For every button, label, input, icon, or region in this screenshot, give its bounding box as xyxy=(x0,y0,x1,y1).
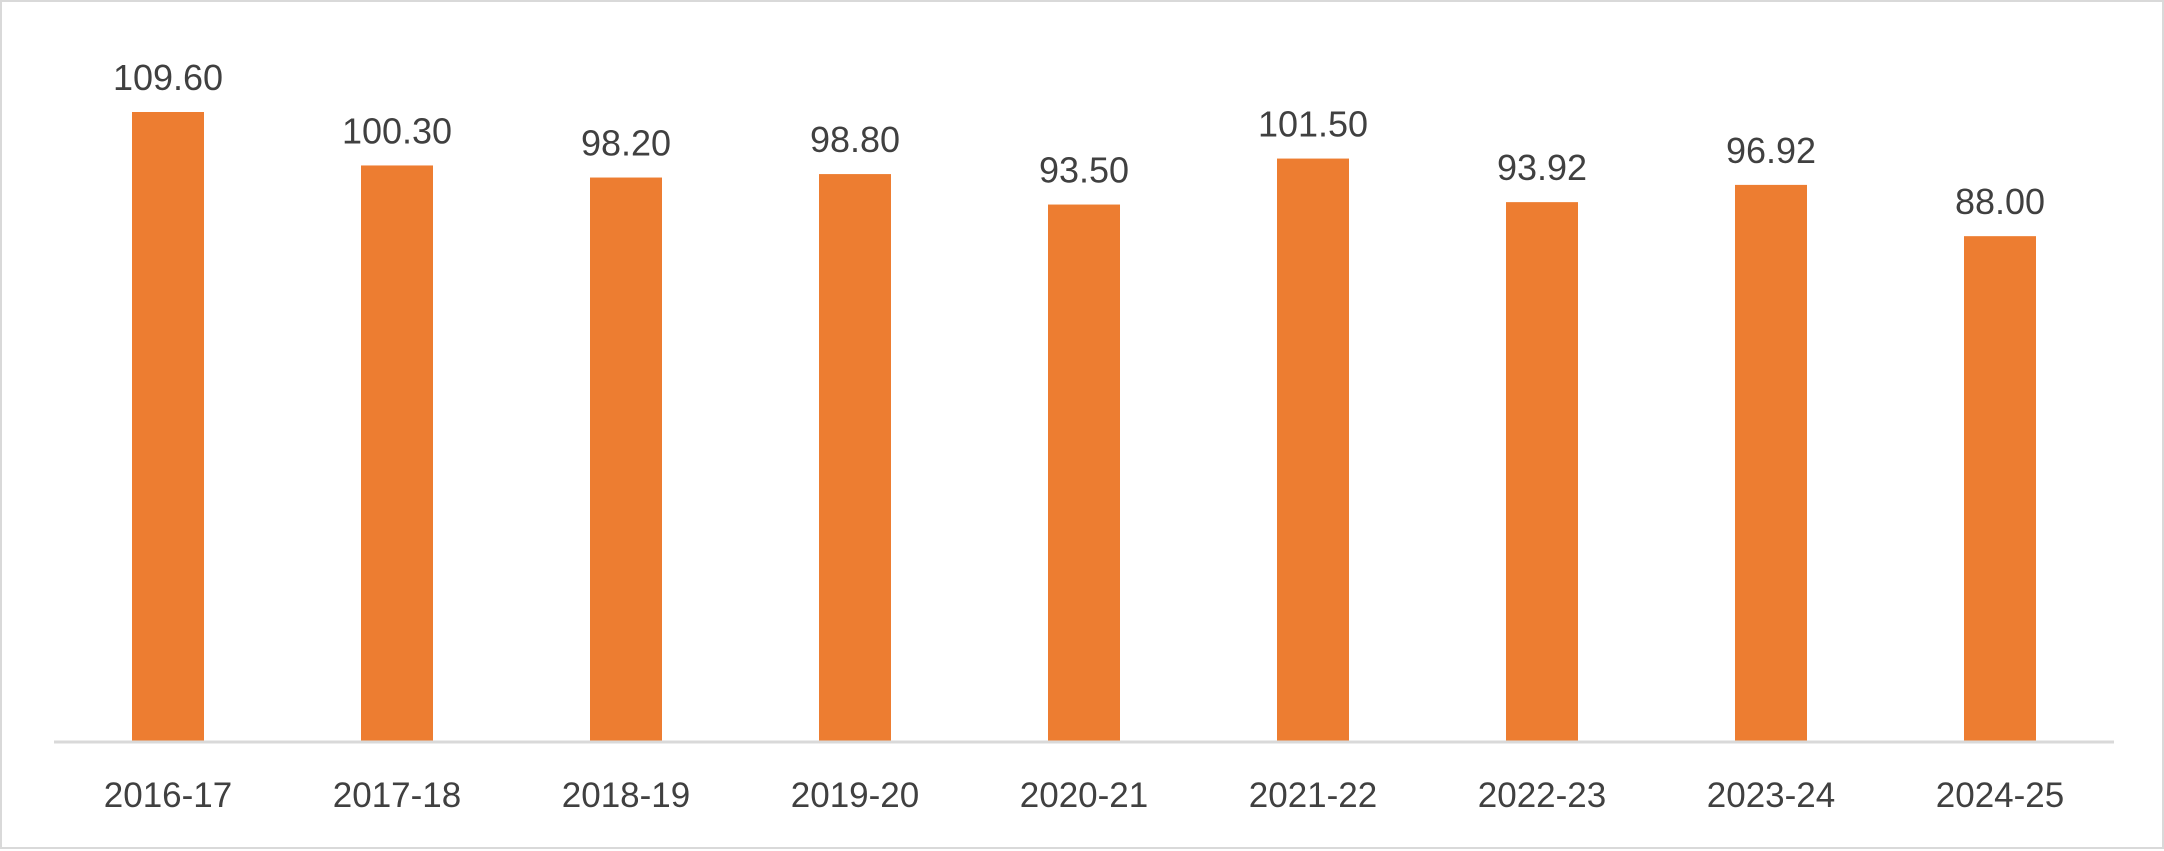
bar-2022-23 xyxy=(1506,202,1578,742)
bar-2017-18 xyxy=(361,165,433,743)
x-tick-label-2023-24: 2023-24 xyxy=(1707,776,1835,815)
value-label-2023-24: 96.92 xyxy=(1726,130,1816,171)
bar-2018-19 xyxy=(590,177,662,743)
x-tick-label-2017-18: 2017-18 xyxy=(333,776,461,815)
x-tick-label-2021-22: 2021-22 xyxy=(1249,776,1377,815)
x-tick-label-2016-17: 2016-17 xyxy=(104,776,232,815)
value-label-2022-23: 93.92 xyxy=(1497,147,1587,188)
x-tick-label-2024-25: 2024-25 xyxy=(1936,776,2064,815)
x-tick-label-2019-20: 2019-20 xyxy=(791,776,919,815)
value-label-2021-22: 101.50 xyxy=(1258,104,1368,145)
bar-2023-24 xyxy=(1735,184,1807,743)
bars-group xyxy=(132,112,2036,743)
x-tick-label-2022-23: 2022-23 xyxy=(1478,776,1606,815)
value-label-2016-17: 109.60 xyxy=(113,57,223,98)
value-label-2024-25: 88.00 xyxy=(1955,181,2045,222)
bar-2019-20 xyxy=(819,174,891,742)
bar-2016-17 xyxy=(132,112,204,742)
bar-2024-25 xyxy=(1964,236,2036,742)
value-label-2020-21: 93.50 xyxy=(1039,150,1129,191)
tick-labels-group: 2016-17 2017-18 2018-19 2019-20 2020-21 2021-… xyxy=(104,776,2064,815)
bar-2020-21 xyxy=(1048,204,1120,742)
bar-2021-22 xyxy=(1277,158,1349,742)
x-tick-label-2018-19: 2018-19 xyxy=(562,776,690,815)
x-tick-label-2020-21: 2020-21 xyxy=(1020,776,1148,815)
value-label-2017-18: 100.30 xyxy=(342,110,452,151)
value-labels-group: 109.60 100.30 98.20 98.80 93.50 101.50 93.92 96… xyxy=(113,57,2045,222)
value-label-2019-20: 98.80 xyxy=(810,119,900,160)
value-label-2018-19: 98.20 xyxy=(581,123,671,164)
